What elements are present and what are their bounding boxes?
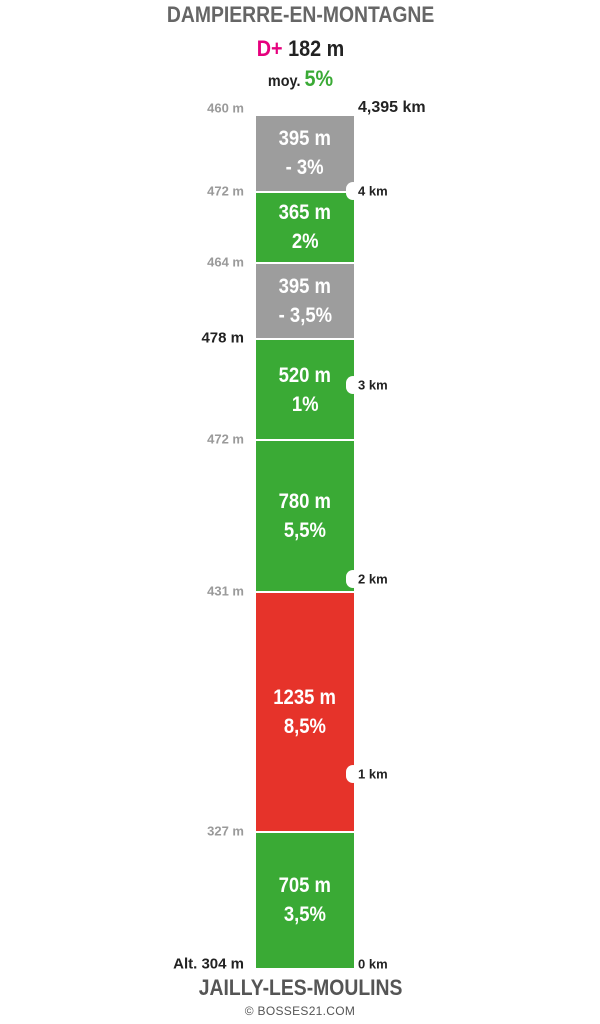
elevation-gain: D+ 182 m	[31, 36, 571, 62]
altitude-label: 472 m	[207, 183, 244, 199]
segment-grade: 8,5%	[283, 715, 327, 739]
segment-grade: - 3%	[285, 156, 325, 180]
segment-length: 395 m	[278, 275, 332, 299]
km-notch	[346, 376, 360, 395]
km-notch	[346, 570, 360, 589]
altitude-label: Alt. 304 m	[173, 955, 244, 973]
end-location-title: DAMPIERRE-EN-MONTAGNE	[166, 2, 435, 27]
km-notch	[346, 764, 360, 783]
profile-segment: 365 m 2%	[256, 190, 354, 262]
segment-grade: 3,5%	[283, 903, 327, 927]
altitude-label: 478 m	[201, 329, 244, 347]
start-location-title: JAILLY-LES-MOULINS	[198, 975, 403, 1000]
profile-segment: 780 m 5,5%	[256, 439, 354, 592]
dplus-label: D+	[256, 36, 283, 61]
profile-segment: 395 m - 3,5%	[256, 261, 354, 339]
segment-length: 520 m	[278, 363, 332, 387]
segment-grade: 2%	[291, 230, 319, 254]
profile-segment: 520 m 1%	[256, 338, 354, 440]
km-marker-label: 0 km	[358, 956, 388, 972]
segment-length: 365 m	[278, 201, 332, 225]
average-grade-label: moy.	[267, 73, 301, 90]
altitude-label: 464 m	[207, 254, 244, 270]
altitude-label: 431 m	[207, 583, 244, 599]
km-marker-label: 4 km	[358, 183, 388, 199]
altitude-label: 472 m	[207, 431, 244, 447]
average-grade-value: 5%	[304, 66, 334, 91]
profile-segment: 395 m - 3%	[256, 114, 354, 191]
altitude-label: 327 m	[207, 823, 244, 839]
segment-grade: 1%	[291, 392, 319, 416]
segment-length: 705 m	[278, 874, 332, 898]
segment-grade: 5,5%	[283, 519, 327, 543]
segment-length: 395 m	[278, 127, 332, 151]
km-marker-label: 2 km	[358, 571, 388, 587]
segment-grade: - 3,5%	[278, 304, 332, 328]
average-grade: moy. 5%	[31, 66, 571, 92]
km-marker-label: 3 km	[358, 377, 388, 393]
dplus-value: 182 m	[288, 36, 345, 61]
total-distance-label: 4,395 km	[358, 99, 426, 116]
km-notch	[346, 181, 360, 200]
credit: © BOSSES21.COM	[244, 1004, 356, 1018]
segment-length: 780 m	[278, 490, 332, 514]
km-marker-label: 1 km	[358, 766, 388, 782]
profile-segment: 705 m 3,5%	[256, 831, 354, 968]
profile-segment: 1235 m 8,5%	[256, 591, 354, 831]
segment-length: 1235 m	[273, 686, 337, 710]
altitude-label: 460 m	[207, 100, 244, 116]
